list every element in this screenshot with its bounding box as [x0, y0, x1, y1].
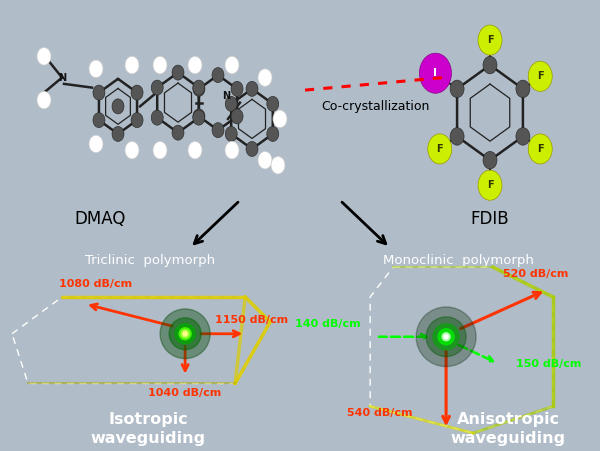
Circle shape — [188, 56, 202, 74]
Circle shape — [131, 85, 143, 100]
Text: Triclinic  polymorph: Triclinic polymorph — [85, 254, 215, 267]
Circle shape — [416, 307, 476, 367]
Text: 150 dB/cm: 150 dB/cm — [516, 359, 581, 368]
Circle shape — [444, 335, 448, 339]
Circle shape — [131, 113, 143, 128]
Text: Isotropic
waveguiding: Isotropic waveguiding — [91, 412, 206, 446]
Text: F: F — [487, 35, 493, 45]
Circle shape — [478, 170, 502, 200]
Circle shape — [267, 126, 279, 142]
Circle shape — [225, 56, 239, 74]
Circle shape — [125, 56, 139, 74]
Circle shape — [193, 109, 205, 124]
Text: Monoclinic  polymorph: Monoclinic polymorph — [383, 254, 533, 267]
Circle shape — [442, 333, 450, 341]
Circle shape — [125, 142, 139, 159]
Circle shape — [151, 80, 163, 95]
Circle shape — [212, 123, 224, 138]
Circle shape — [112, 99, 124, 114]
Circle shape — [271, 156, 285, 174]
Text: F: F — [537, 71, 544, 81]
Circle shape — [450, 128, 464, 145]
Circle shape — [246, 142, 258, 156]
Circle shape — [483, 152, 497, 169]
Text: F: F — [537, 144, 544, 154]
Text: Co-crystallization: Co-crystallization — [321, 100, 429, 113]
Text: DMAQ: DMAQ — [74, 210, 125, 228]
Circle shape — [193, 110, 205, 125]
Circle shape — [89, 60, 103, 78]
Circle shape — [193, 81, 205, 97]
Circle shape — [246, 81, 258, 97]
Circle shape — [37, 47, 51, 65]
Circle shape — [225, 142, 239, 159]
Circle shape — [112, 126, 124, 142]
Circle shape — [153, 142, 167, 159]
Circle shape — [225, 97, 237, 111]
Circle shape — [438, 329, 454, 345]
Circle shape — [37, 92, 51, 109]
Circle shape — [212, 68, 224, 83]
Circle shape — [93, 113, 105, 128]
Circle shape — [188, 142, 202, 159]
Text: N: N — [58, 73, 66, 83]
Circle shape — [426, 317, 466, 357]
Circle shape — [193, 80, 205, 95]
Circle shape — [267, 97, 279, 111]
Text: N: N — [222, 92, 230, 101]
Circle shape — [179, 328, 191, 340]
Text: 140 dB/cm: 140 dB/cm — [295, 319, 361, 329]
Text: 520 dB/cm: 520 dB/cm — [503, 269, 569, 279]
Text: 1080 dB/cm: 1080 dB/cm — [59, 279, 131, 289]
Circle shape — [258, 152, 272, 169]
Circle shape — [172, 65, 184, 80]
Text: F: F — [487, 180, 493, 190]
Circle shape — [258, 69, 272, 86]
Circle shape — [419, 53, 451, 93]
Circle shape — [478, 25, 502, 55]
Circle shape — [183, 332, 187, 336]
Circle shape — [89, 135, 103, 153]
Circle shape — [528, 61, 552, 92]
Circle shape — [231, 109, 243, 124]
Text: I: I — [433, 68, 437, 78]
Circle shape — [433, 324, 459, 350]
Circle shape — [273, 110, 287, 128]
Circle shape — [231, 81, 243, 97]
Circle shape — [450, 80, 464, 97]
Text: FDIB: FDIB — [470, 210, 509, 228]
Circle shape — [175, 324, 195, 344]
Circle shape — [516, 128, 530, 145]
Text: 540 dB/cm: 540 dB/cm — [347, 408, 413, 418]
Text: F: F — [436, 144, 443, 154]
Circle shape — [516, 80, 530, 97]
Text: Anisotropic
waveguiding: Anisotropic waveguiding — [451, 412, 566, 446]
Circle shape — [528, 134, 552, 164]
Text: 1040 dB/cm: 1040 dB/cm — [148, 388, 222, 398]
Circle shape — [181, 330, 189, 338]
Circle shape — [483, 56, 497, 74]
Circle shape — [169, 318, 201, 350]
Circle shape — [428, 134, 452, 164]
Circle shape — [160, 309, 210, 359]
Circle shape — [225, 126, 237, 142]
Circle shape — [172, 125, 184, 140]
Circle shape — [153, 56, 167, 74]
Circle shape — [151, 110, 163, 125]
Text: 1150 dB/cm: 1150 dB/cm — [215, 315, 288, 325]
Circle shape — [93, 85, 105, 100]
